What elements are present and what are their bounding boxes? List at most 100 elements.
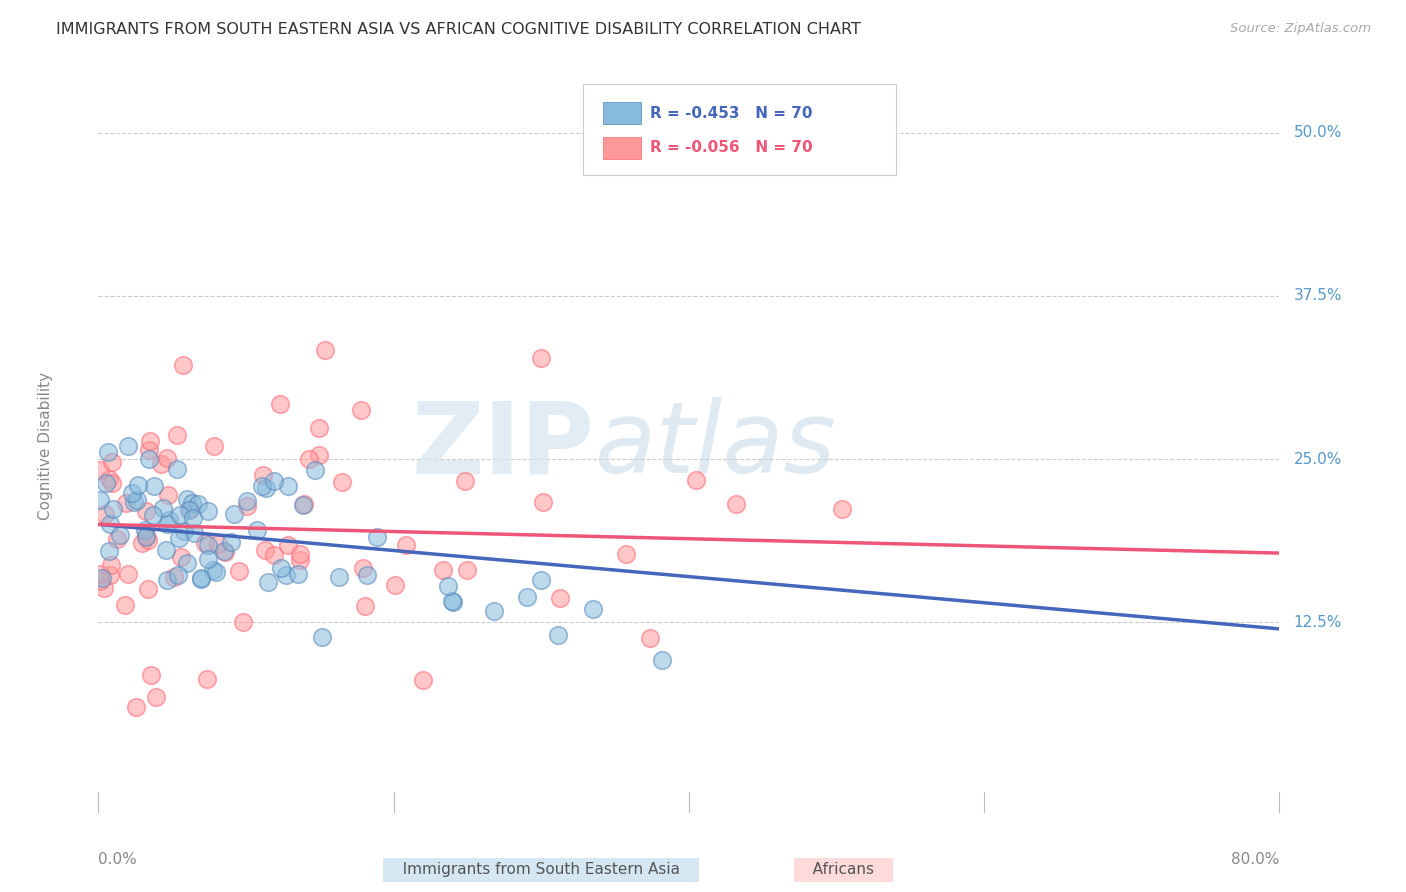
Text: Cognitive Disability: Cognitive Disability: [38, 372, 53, 520]
Point: [212, 544, 235, 558]
Point: [181, 511, 204, 525]
Point: [292, 497, 315, 511]
Point: [143, 479, 166, 493]
Point: [114, 598, 136, 612]
Point: [356, 567, 378, 582]
Point: [142, 508, 165, 522]
Point: [638, 631, 661, 645]
Point: [290, 553, 312, 567]
Point: [173, 524, 195, 539]
Text: 50.0%: 50.0%: [1294, 125, 1341, 140]
Point: [197, 552, 219, 566]
Point: [98, 568, 121, 582]
Point: [349, 402, 371, 417]
Point: [231, 615, 253, 629]
Point: [270, 561, 292, 575]
Point: [202, 439, 225, 453]
Point: [156, 516, 179, 531]
Text: 37.5%: 37.5%: [1294, 288, 1343, 303]
Point: [651, 653, 673, 667]
Point: [197, 538, 219, 552]
Point: [155, 451, 177, 466]
Point: [150, 457, 173, 471]
Point: [135, 504, 157, 518]
Point: [145, 690, 167, 705]
Point: [207, 537, 229, 551]
Text: 25.0%: 25.0%: [1294, 451, 1341, 467]
Point: [135, 530, 157, 544]
Point: [614, 547, 637, 561]
Point: [456, 563, 478, 577]
Point: [152, 500, 174, 515]
Point: [197, 504, 219, 518]
Point: [89, 574, 111, 589]
Point: [127, 478, 149, 492]
Point: [180, 496, 202, 510]
Point: [96, 476, 118, 491]
Text: R = -0.056   N = 70: R = -0.056 N = 70: [650, 140, 813, 155]
Point: [314, 343, 336, 357]
Point: [214, 545, 236, 559]
Point: [169, 531, 191, 545]
Point: [93, 581, 115, 595]
Point: [290, 548, 312, 562]
Point: [254, 482, 277, 496]
Point: [441, 595, 464, 609]
Point: [277, 479, 299, 493]
Point: [308, 421, 330, 435]
Point: [236, 499, 259, 513]
Point: [274, 568, 297, 582]
Point: [169, 508, 191, 522]
Point: [263, 548, 285, 562]
Point: [91, 571, 114, 585]
Point: [548, 591, 571, 606]
Point: [101, 475, 124, 490]
Point: [831, 502, 853, 516]
Point: [201, 563, 224, 577]
Point: [117, 439, 139, 453]
Bar: [603, 136, 641, 159]
Point: [250, 479, 273, 493]
Point: [176, 556, 198, 570]
Point: [253, 543, 276, 558]
Text: Source: ZipAtlas.com: Source: ZipAtlas.com: [1230, 22, 1371, 36]
Point: [292, 499, 315, 513]
Point: [187, 497, 209, 511]
Point: [263, 474, 285, 488]
Text: ZIP: ZIP: [412, 398, 595, 494]
FancyBboxPatch shape: [582, 84, 896, 176]
Point: [176, 492, 198, 507]
Point: [98, 544, 121, 558]
Point: [236, 494, 259, 508]
Point: [172, 358, 194, 372]
Point: [228, 564, 250, 578]
Point: [93, 507, 115, 521]
Point: [724, 497, 747, 511]
Point: [531, 495, 554, 509]
Point: [156, 574, 179, 588]
Point: [685, 473, 707, 487]
Point: [98, 472, 121, 486]
Point: [330, 475, 353, 489]
Point: [89, 463, 111, 477]
Point: [157, 513, 180, 527]
Point: [138, 582, 160, 596]
Point: [582, 601, 605, 615]
Point: [179, 501, 201, 516]
Point: [135, 529, 157, 543]
Point: [121, 486, 143, 500]
Point: [97, 445, 120, 459]
Point: [395, 537, 418, 551]
Point: [136, 533, 159, 547]
Point: [245, 523, 267, 537]
Point: [122, 495, 145, 509]
Point: [454, 475, 477, 489]
Point: [115, 496, 138, 510]
Point: [108, 528, 131, 542]
Point: [384, 578, 406, 592]
Point: [125, 700, 148, 714]
Text: Africans: Africans: [799, 863, 889, 877]
Point: [257, 574, 280, 589]
Point: [117, 566, 139, 581]
Bar: [603, 103, 641, 124]
